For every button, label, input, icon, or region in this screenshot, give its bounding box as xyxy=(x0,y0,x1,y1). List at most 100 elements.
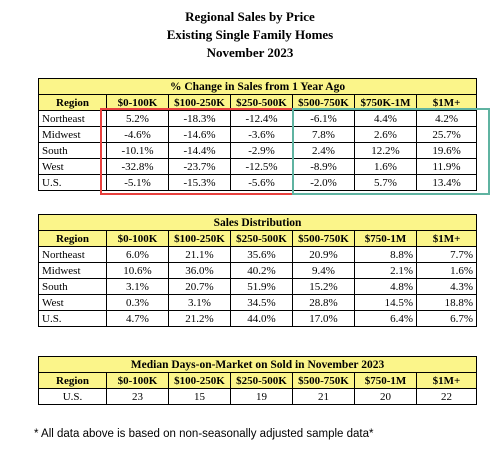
column-header: $250-500K xyxy=(230,372,293,389)
table-cell: 34.5% xyxy=(230,294,293,311)
table-cell: 1.6% xyxy=(354,158,417,175)
page-date: November 2023 xyxy=(206,45,294,60)
table-cell: 13.4% xyxy=(415,174,478,191)
table-cell: -12.5% xyxy=(230,158,293,175)
table-row: U.S. 4.7% 21.2% 44.0% 17.0% 6.4% 6.7% xyxy=(38,310,478,327)
table-cell: 21.1% xyxy=(168,246,231,263)
table-cell: 12.2% xyxy=(354,142,417,159)
days-on-market-table: Median Days-on-Market on Sold in Novembe… xyxy=(37,356,478,405)
table-row: U.S. -5.1% -15.3% -5.6% -2.0% 5.7% 13.4% xyxy=(38,174,478,191)
table-cell: -14.6% xyxy=(168,126,231,143)
table-cell: -14.4% xyxy=(168,142,231,159)
table-caption: % Change in Sales from 1 Year Ago xyxy=(37,78,478,95)
table-cell: -32.8% xyxy=(106,158,169,175)
table-cell: 3.1% xyxy=(168,294,231,311)
table-row: Midwest 10.6% 36.0% 40.2% 9.4% 2.1% 1.6% xyxy=(38,262,478,279)
table-cell: -5.6% xyxy=(230,174,293,191)
table-cell: 6.0% xyxy=(106,246,169,263)
table-cell: 2.1% xyxy=(354,262,417,279)
table-row: U.S. 23 15 19 21 20 22 xyxy=(38,388,478,405)
column-header-region: Region xyxy=(38,372,107,389)
table-cell: 9.4% xyxy=(292,262,355,279)
column-header: $1M+ xyxy=(415,372,478,389)
table-cell: -8.9% xyxy=(292,158,355,175)
table-cell: 3.1% xyxy=(106,278,169,295)
page-subtitle: Existing Single Family Homes xyxy=(166,27,334,42)
table-cell: 51.9% xyxy=(230,278,293,295)
table-cell: 5.2% xyxy=(106,110,169,127)
table-row: Northeast 6.0% 21.1% 35.6% 20.9% 8.8% 7.7% xyxy=(38,246,478,263)
column-header: $250-500K xyxy=(230,94,293,111)
table-caption: Median Days-on-Market on Sold in Novembe… xyxy=(37,356,478,373)
table-cell: -23.7% xyxy=(168,158,231,175)
table-cell: -15.3% xyxy=(168,174,231,191)
table-cell: 35.6% xyxy=(230,246,293,263)
column-header: $1M+ xyxy=(415,230,478,247)
table-cell: 4.7% xyxy=(106,310,169,327)
column-header: $500-750K xyxy=(292,230,355,247)
sales-distribution-table: Sales Distribution Region $0-100K $100-250… xyxy=(37,214,478,327)
table-caption: Sales Distribution xyxy=(37,214,478,231)
table-cell: 23 xyxy=(106,388,169,405)
table-cell: -2.9% xyxy=(230,142,293,159)
table-cell: -10.1% xyxy=(106,142,169,159)
row-label: Northeast xyxy=(38,246,107,263)
table-cell: -3.6% xyxy=(230,126,293,143)
table-cell: 20.9% xyxy=(292,246,355,263)
table-cell: 1.6% xyxy=(415,262,478,279)
column-header: $0-100K xyxy=(106,372,169,389)
table-cell: 19.6% xyxy=(415,142,478,159)
row-label: Midwest xyxy=(38,262,107,279)
table-cell: -18.3% xyxy=(168,110,231,127)
table-cell: 5.7% xyxy=(354,174,417,191)
table-cell: -12.4% xyxy=(230,110,293,127)
pct-change-table: % Change in Sales from 1 Year Ago Region… xyxy=(37,78,478,191)
column-header: $100-250K xyxy=(168,94,231,111)
table-cell: 20.7% xyxy=(168,278,231,295)
column-header: $250-500K xyxy=(230,230,293,247)
table-cell: -4.6% xyxy=(106,126,169,143)
table-cell: 6.4% xyxy=(354,310,417,327)
column-header: $0-100K xyxy=(106,94,169,111)
table-cell: 15 xyxy=(168,388,231,405)
row-label: South xyxy=(38,278,107,295)
footnote: * All data above is based on non-seasona… xyxy=(34,428,374,440)
table-cell: 4.3% xyxy=(415,278,478,295)
column-header: $750-1M xyxy=(354,372,417,389)
table-cell: 11.9% xyxy=(415,158,478,175)
table-row: West 0.3% 3.1% 34.5% 28.8% 14.5% 18.8% xyxy=(38,294,478,311)
table-cell: 40.2% xyxy=(230,262,293,279)
table-cell: 20 xyxy=(354,388,417,405)
table-cell: 44.0% xyxy=(230,310,293,327)
column-header: $1M+ xyxy=(415,94,478,111)
table-cell: 4.8% xyxy=(354,278,417,295)
table-cell: 36.0% xyxy=(168,262,231,279)
table-cell: 15.2% xyxy=(292,278,355,295)
table-cell: 14.5% xyxy=(354,294,417,311)
table-cell: -2.0% xyxy=(292,174,355,191)
column-header-region: Region xyxy=(38,94,107,111)
table-cell: 4.2% xyxy=(415,110,478,127)
table-cell: 21.2% xyxy=(168,310,231,327)
column-header: $100-250K xyxy=(168,372,231,389)
table-row: Northeast 5.2% -18.3% -12.4% -6.1% 4.4% 4.2% xyxy=(38,110,478,127)
table-cell: 19 xyxy=(230,388,293,405)
row-label: West xyxy=(38,158,107,175)
table-cell: 28.8% xyxy=(292,294,355,311)
table-cell: 2.6% xyxy=(354,126,417,143)
column-header: $0-100K xyxy=(106,230,169,247)
column-header: $100-250K xyxy=(168,230,231,247)
column-header: $750-1M xyxy=(354,230,417,247)
column-header: $750K-1M xyxy=(354,94,417,111)
table-cell: 4.4% xyxy=(354,110,417,127)
table-row: West -32.8% -23.7% -12.5% -8.9% 1.6% 11.9% xyxy=(38,158,478,175)
column-header: $500-750K xyxy=(292,94,355,111)
column-header-region: Region xyxy=(38,230,107,247)
table-cell: 2.4% xyxy=(292,142,355,159)
row-label: Northeast xyxy=(38,110,107,127)
table-cell: 0.3% xyxy=(106,294,169,311)
table-cell: -5.1% xyxy=(106,174,169,191)
column-header: $500-750K xyxy=(292,372,355,389)
table-cell: 7.7% xyxy=(415,246,478,263)
row-label: South xyxy=(38,142,107,159)
